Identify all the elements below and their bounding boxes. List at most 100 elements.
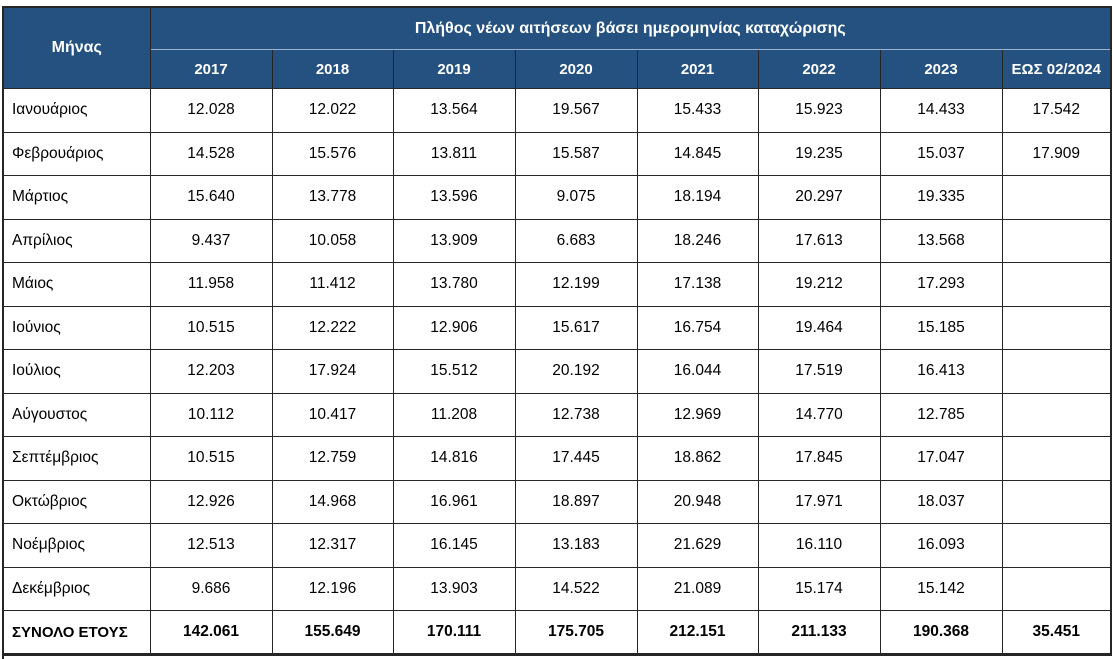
value-cell: 12.028 xyxy=(149,88,273,133)
value-cell: 10.058 xyxy=(271,218,394,263)
value-cell xyxy=(1001,175,1112,220)
value-cell: 21.629 xyxy=(636,523,759,568)
value-cell: 20.948 xyxy=(636,479,759,524)
value-cell: 16.145 xyxy=(392,523,516,568)
value-cell: 19.212 xyxy=(757,262,881,307)
month-label: Απρίλιος xyxy=(2,218,151,263)
total-value-cell: 190.368 xyxy=(879,610,1003,655)
value-cell: 12.738 xyxy=(514,392,638,437)
year-header-6: 2022 xyxy=(757,49,881,89)
value-cell: 15.185 xyxy=(879,305,1003,350)
value-cell: 21.089 xyxy=(636,566,759,611)
value-cell: 14.770 xyxy=(757,392,881,437)
value-cell: 13.568 xyxy=(879,218,1003,263)
value-cell: 13.811 xyxy=(392,131,516,176)
value-cell: 18.246 xyxy=(636,218,759,263)
value-cell: 20.192 xyxy=(514,349,638,394)
year-header-4: 2020 xyxy=(514,49,638,89)
value-cell: 10.515 xyxy=(149,436,273,481)
value-cell: 11.958 xyxy=(149,262,273,307)
year-header-row: 2017 2018 2019 2020 2021 2022 2023 ΕΩΣ 02/2024 xyxy=(3,49,1112,89)
value-cell: 6.683 xyxy=(514,218,638,263)
value-cell xyxy=(1001,479,1112,524)
value-cell xyxy=(1001,305,1112,350)
value-cell: 17.542 xyxy=(1001,88,1112,133)
month-label: Νοέμβριος xyxy=(2,523,151,568)
value-cell: 13.564 xyxy=(392,88,516,133)
year-header-3: 2019 xyxy=(392,49,516,89)
value-cell: 12.203 xyxy=(149,349,273,394)
value-cell: 14.528 xyxy=(149,131,273,176)
value-cell: 18.862 xyxy=(636,436,759,481)
month-label: Ιανουάριος xyxy=(2,88,151,133)
value-cell: 17.613 xyxy=(757,218,881,263)
value-cell: 15.923 xyxy=(757,88,881,133)
value-cell: 12.785 xyxy=(879,392,1003,437)
total-value-cell: 35.451 xyxy=(1001,610,1112,655)
value-cell: 17.909 xyxy=(1001,131,1112,176)
value-cell: 15.433 xyxy=(636,88,759,133)
value-cell: 16.044 xyxy=(636,349,759,394)
value-cell: 16.110 xyxy=(757,523,881,568)
value-cell: 15.037 xyxy=(879,131,1003,176)
value-cell xyxy=(1001,262,1112,307)
value-cell: 9.437 xyxy=(149,218,273,263)
year-header-8: ΕΩΣ 02/2024 xyxy=(1001,49,1112,89)
total-value-cell: 212.151 xyxy=(636,610,759,655)
value-cell: 15.587 xyxy=(514,131,638,176)
month-label: Σεπτέμβριος xyxy=(2,436,151,481)
value-cell: 12.969 xyxy=(636,392,759,437)
value-cell: 19.464 xyxy=(757,305,881,350)
value-cell: 19.567 xyxy=(514,88,638,133)
value-cell: 14.845 xyxy=(636,131,759,176)
total-row: ΣΥΝΟΛΟ ΕΤΟΥΣ 142.061 155.649 170.111 175.705… xyxy=(2,610,1112,655)
value-cell: 20.297 xyxy=(757,175,881,220)
month-label: Φεβρουάριος xyxy=(2,131,151,176)
value-cell: 10.112 xyxy=(149,392,273,437)
value-cell: 16.754 xyxy=(636,305,759,350)
value-cell: 12.513 xyxy=(149,523,273,568)
value-cell: 18.037 xyxy=(879,479,1003,524)
value-cell: 12.022 xyxy=(271,88,394,133)
value-cell: 12.926 xyxy=(149,479,273,524)
total-value-cell: 175.705 xyxy=(514,610,638,655)
value-cell: 13.183 xyxy=(514,523,638,568)
month-row: Μάιος 11.958 11.412 13.780 12.199 17.138 19.21… xyxy=(2,262,1112,307)
month-row: Αύγουστος 10.112 10.417 11.208 12.738 12.969 1… xyxy=(2,392,1112,437)
value-cell: 13.596 xyxy=(392,175,516,220)
month-label: Μάρτιος xyxy=(2,175,151,220)
value-cell: 12.199 xyxy=(514,262,638,307)
value-cell xyxy=(1001,218,1112,263)
value-cell: 12.317 xyxy=(271,523,394,568)
value-cell: 15.640 xyxy=(149,175,273,220)
value-cell: 14.968 xyxy=(271,479,394,524)
value-cell: 17.293 xyxy=(879,262,1003,307)
value-cell: 16.093 xyxy=(879,523,1003,568)
total-value-cell: 142.061 xyxy=(149,610,273,655)
total-label: ΣΥΝΟΛΟ ΕΤΟΥΣ xyxy=(2,610,151,655)
month-column-header: Μήνας xyxy=(2,6,151,89)
value-cell: 15.617 xyxy=(514,305,638,350)
month-row: Ιούλιος 12.203 17.924 15.512 20.192 16.044 17.… xyxy=(2,349,1112,394)
month-label: Οκτώβριος xyxy=(2,479,151,524)
month-label: Ιούνιος xyxy=(2,305,151,350)
total-value-cell: 155.649 xyxy=(271,610,394,655)
value-cell: 9.075 xyxy=(514,175,638,220)
value-cell: 17.047 xyxy=(879,436,1003,481)
value-cell: 17.924 xyxy=(271,349,394,394)
value-cell: 14.433 xyxy=(879,88,1003,133)
month-label: Μάιος xyxy=(2,262,151,307)
value-cell: 19.335 xyxy=(879,175,1003,220)
value-cell: 18.897 xyxy=(514,479,638,524)
value-cell: 13.909 xyxy=(392,218,516,263)
value-cell: 12.906 xyxy=(392,305,516,350)
value-cell: 15.174 xyxy=(757,566,881,611)
value-cell xyxy=(1001,349,1112,394)
year-header-2: 2018 xyxy=(271,49,394,89)
value-cell: 18.194 xyxy=(636,175,759,220)
value-cell xyxy=(1001,392,1112,437)
value-cell: 12.759 xyxy=(271,436,394,481)
month-row: Ιούνιος 10.515 12.222 12.906 15.617 16.754 19.… xyxy=(2,305,1112,350)
value-cell: 12.222 xyxy=(271,305,394,350)
value-cell: 16.413 xyxy=(879,349,1003,394)
